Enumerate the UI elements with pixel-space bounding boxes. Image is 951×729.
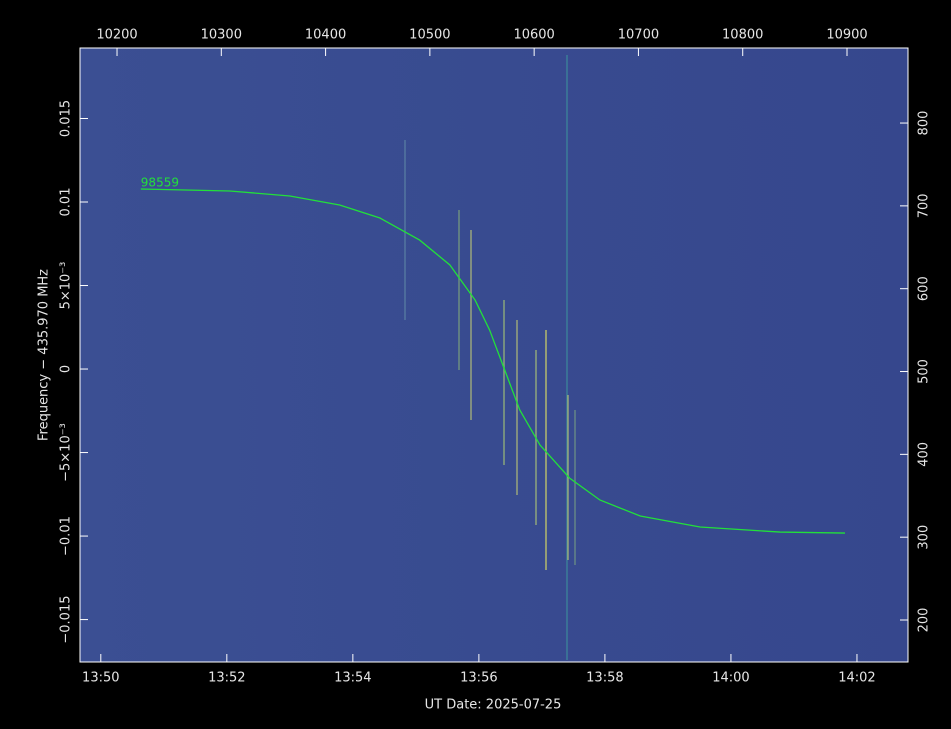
y2-tick-label: 700: [917, 193, 932, 218]
y-tick-label: 0.015: [59, 100, 74, 137]
x-tick-label: 13:54: [334, 671, 371, 686]
x-tick-label: 13:50: [82, 671, 119, 686]
x2-tick-label: 10400: [305, 28, 346, 43]
y2-tick-label: 300: [917, 525, 932, 550]
y-tick-label: −5×10⁻³: [59, 423, 74, 482]
y-tick-label: 5×10⁻³: [59, 262, 74, 310]
y-tick-label: 0.01: [59, 188, 74, 217]
x-tick-label: 14:00: [712, 671, 749, 686]
x-tick-label: 14:02: [838, 671, 875, 686]
y-tick-label: −0.01: [59, 516, 74, 556]
y-tick-label: −0.015: [59, 596, 74, 644]
y2-tick-label: 200: [917, 608, 932, 633]
plot-area: [79, 47, 909, 663]
y2-tick-label: 600: [917, 276, 932, 301]
x-tick-label: 13:58: [586, 671, 623, 686]
x2-tick-label: 10900: [826, 28, 867, 43]
y-axis-label: Frequency − 435.970 MHz: [37, 269, 52, 441]
x2-tick-label: 10500: [409, 28, 450, 43]
x2-tick-label: 10600: [513, 28, 554, 43]
x2-tick-label: 10300: [201, 28, 242, 43]
x-tick-label: 13:56: [460, 671, 497, 686]
curve-label: 98559: [141, 175, 179, 189]
doppler-curve: [140, 188, 845, 534]
x-axis-label: UT Date: 2025-07-25: [425, 698, 562, 713]
y-tick-label: 0: [59, 365, 74, 373]
x2-tick-label: 10700: [618, 28, 659, 43]
y2-tick-label: 400: [917, 442, 932, 467]
x2-tick-label: 10800: [722, 28, 763, 43]
y2-tick-label: 800: [917, 111, 932, 136]
x2-tick-label: 10200: [96, 28, 137, 43]
signal-streaks: [404, 55, 576, 660]
x-tick-label: 13:52: [208, 671, 245, 686]
y2-tick-label: 500: [917, 359, 932, 384]
